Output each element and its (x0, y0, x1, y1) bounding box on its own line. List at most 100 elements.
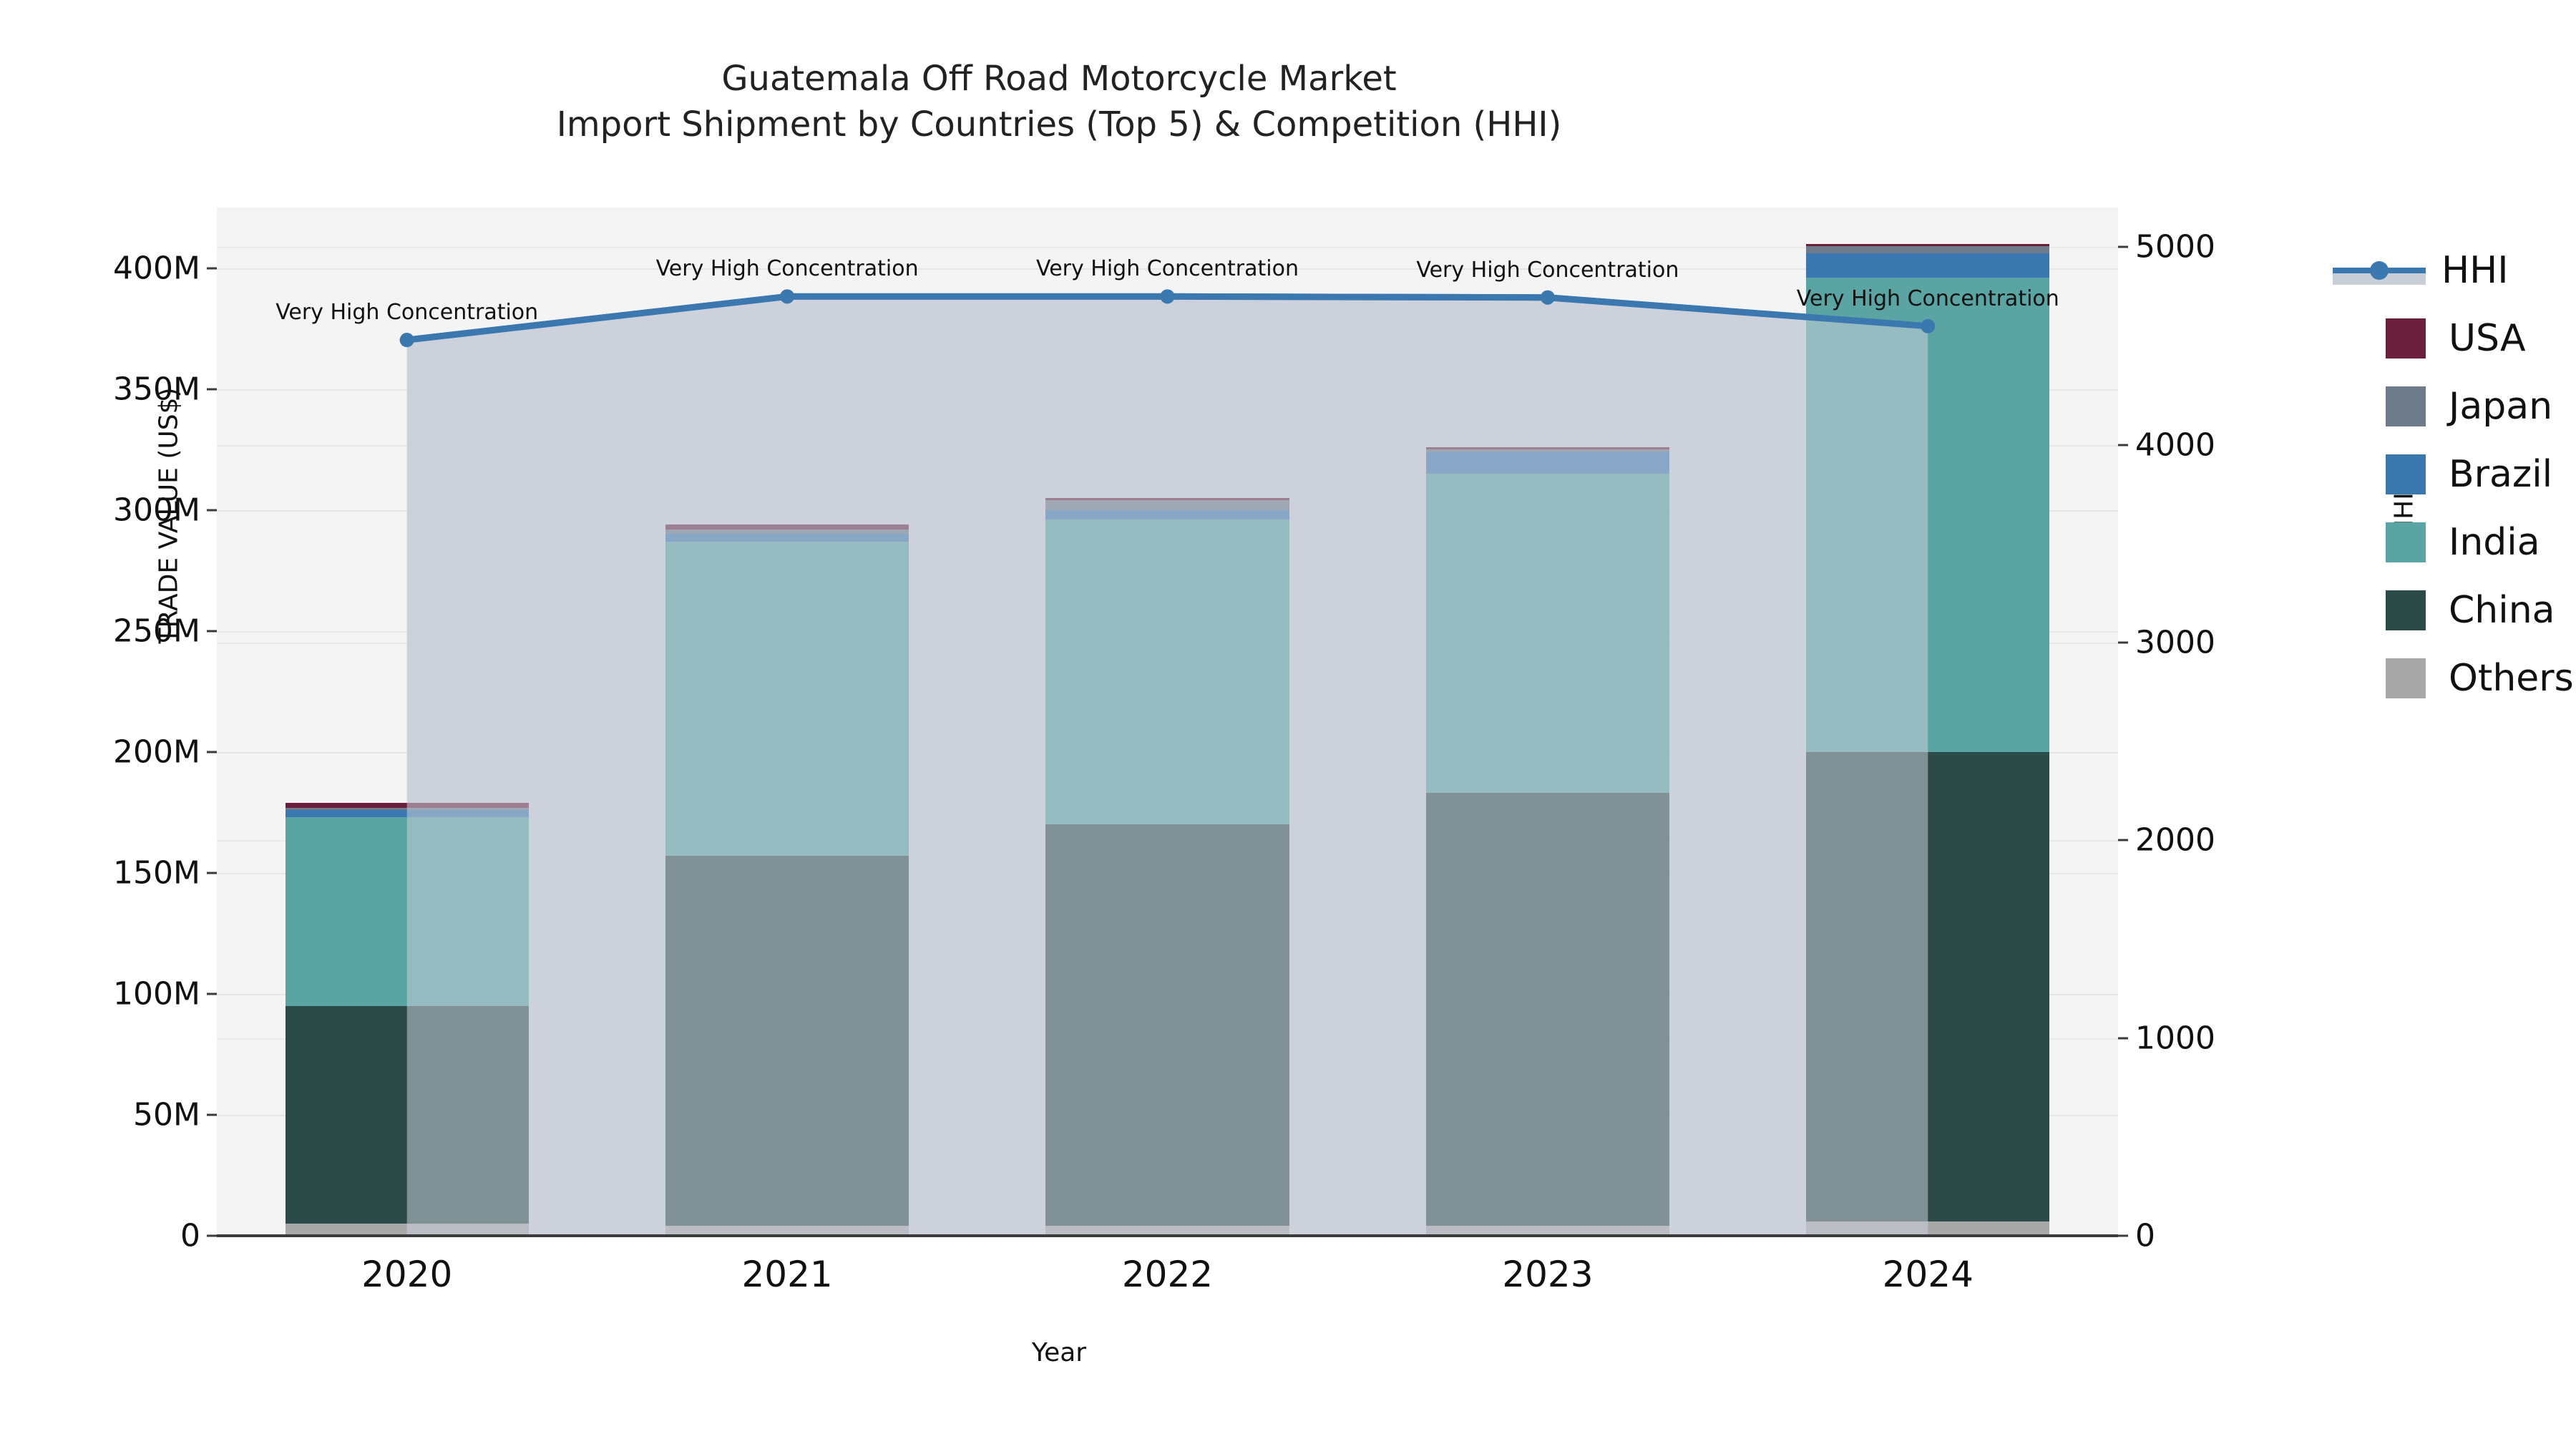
legend-swatch-others (2386, 658, 2426, 698)
y-right-tick-label: 1000 (2135, 1020, 2215, 1057)
legend-item-india[interactable]: India (2333, 508, 2574, 576)
bar-2020[interactable] (285, 208, 529, 1236)
y-left-tick-label: 0 (180, 1217, 200, 1254)
plot-area (217, 208, 2118, 1236)
legend-marker-icon (2370, 260, 2389, 280)
y-left-tick-mark (207, 1113, 217, 1116)
legend-swatch-india (2386, 522, 2426, 562)
chart-title: Guatemala Off Road Motorcycle Market Imp… (0, 56, 2118, 147)
bar-segment-india[interactable] (1045, 519, 1289, 825)
y-left-tick-mark (207, 992, 217, 995)
bar-segment-brazil[interactable] (665, 534, 909, 542)
chart-title-line-2: Import Shipment by Countries (Top 5) & C… (556, 104, 1562, 145)
chart-title-line-1: Guatemala Off Road Motorcycle Market (721, 59, 1397, 99)
y-left-tick-mark (207, 388, 217, 391)
gridline-right (217, 247, 2118, 249)
bar-segment-india[interactable] (665, 541, 909, 857)
legend-swatch-usa (2386, 318, 2426, 358)
bar-2021[interactable] (665, 208, 909, 1236)
y-left-tick-label: 200M (113, 733, 200, 771)
bar-segment-usa[interactable] (1045, 497, 1289, 501)
bar-segment-usa[interactable] (1425, 447, 1669, 450)
bar-segment-usa[interactable] (665, 524, 909, 530)
y-left-tick-mark (207, 1234, 217, 1237)
x-tick-label-2024: 2024 (1882, 1254, 1974, 1295)
bar-segment-japan[interactable] (1425, 449, 1669, 452)
annotation-2022: Very High Concentration (1036, 256, 1299, 282)
y-right-tick-mark (2118, 839, 2128, 841)
y-right-tick-mark (2118, 444, 2128, 447)
annotation-2024: Very High Concentration (1796, 286, 2059, 311)
bar-segment-japan[interactable] (1806, 246, 2050, 254)
bar-segment-japan[interactable] (665, 529, 909, 535)
legend-label: Brazil (2449, 452, 2553, 496)
legend-item-brazil[interactable]: Brazil (2333, 440, 2574, 508)
legend-line-key-icon (2333, 250, 2426, 291)
bar-segment-china[interactable] (285, 1005, 529, 1224)
y-right-tick-label: 5000 (2135, 228, 2215, 265)
y-left-tick-mark (207, 509, 217, 512)
bar-segment-china[interactable] (665, 856, 909, 1226)
legend-label: Japan (2449, 384, 2553, 428)
y-left-tick-label: 300M (113, 492, 200, 529)
bar-segment-usa[interactable] (1806, 243, 2050, 247)
y-left-tick-mark (207, 267, 217, 270)
y-left-tick-label: 400M (113, 250, 200, 287)
chart-legend: HHI USA Japan Brazil India China Others (2333, 236, 2574, 712)
bar-segment-others[interactable] (1806, 1221, 2050, 1236)
plot-inner (217, 208, 2118, 1236)
bar-2022[interactable] (1045, 208, 1289, 1236)
legend-label: HHI (2441, 248, 2509, 292)
y-left-tick-label: 350M (113, 371, 200, 408)
gridline-left (217, 268, 2118, 270)
y-right-tick-mark (2118, 1234, 2128, 1237)
legend-item-others[interactable]: Others (2333, 644, 2574, 712)
y-right-tick-label: 3000 (2135, 624, 2215, 661)
legend-swatch-china (2386, 590, 2426, 630)
x-tick-label-2020: 2020 (361, 1254, 453, 1295)
x-axis-spine (217, 1234, 2118, 1237)
bar-segment-brazil[interactable] (1045, 509, 1289, 520)
y-left-tick-label: 150M (113, 854, 200, 892)
bar-segment-china[interactable] (1425, 793, 1669, 1226)
annotation-2020: Very High Concentration (275, 300, 539, 326)
y-right-tick-mark (2118, 245, 2128, 248)
x-tick-label-2022: 2022 (1121, 1254, 1214, 1295)
legend-swatch-japan (2386, 386, 2426, 426)
bar-segment-china[interactable] (1806, 751, 2050, 1221)
bar-segment-brazil[interactable] (1425, 452, 1669, 474)
legend-item-usa[interactable]: USA (2333, 304, 2574, 372)
y-right-tick-label: 2000 (2135, 821, 2215, 859)
legend-swatch-brazil (2386, 454, 2426, 494)
bar-segment-india[interactable] (285, 817, 529, 1006)
y-right-tick-label: 0 (2135, 1217, 2155, 1254)
bar-segment-india[interactable] (1425, 473, 1669, 794)
legend-item-china[interactable]: China (2333, 576, 2574, 644)
bar-segment-brazil[interactable] (1806, 253, 2050, 278)
legend-item-japan[interactable]: Japan (2333, 372, 2574, 440)
bar-segment-japan[interactable] (285, 807, 529, 810)
bar-2023[interactable] (1425, 208, 1669, 1236)
y-right-tick-mark (2118, 641, 2128, 644)
bar-segment-usa[interactable] (285, 802, 529, 808)
x-tick-label-2021: 2021 (741, 1254, 833, 1295)
bar-segment-china[interactable] (1045, 824, 1289, 1226)
legend-label: India (2449, 520, 2540, 564)
y-left-tick-label: 250M (113, 613, 200, 650)
bar-segment-japan[interactable] (1045, 500, 1289, 510)
x-tick-label-2023: 2023 (1502, 1254, 1594, 1295)
annotation-2021: Very High Concentration (655, 256, 919, 282)
x-axis-title: Year (1031, 1338, 1087, 1367)
bar-segment-brazil[interactable] (285, 809, 529, 818)
legend-item-hhi[interactable]: HHI (2333, 236, 2574, 304)
legend-label: China (2449, 588, 2555, 632)
y-axis-left-title: TRADE VALUE (US$) (154, 387, 184, 644)
y-right-tick-label: 4000 (2135, 426, 2215, 464)
bar-segment-india[interactable] (1806, 278, 2050, 752)
legend-label: Others (2449, 656, 2574, 700)
annotation-2023: Very High Concentration (1416, 257, 1679, 283)
y-left-tick-mark (207, 872, 217, 874)
y-right-tick-mark (2118, 1037, 2128, 1040)
bar-2024[interactable] (1806, 208, 2050, 1236)
